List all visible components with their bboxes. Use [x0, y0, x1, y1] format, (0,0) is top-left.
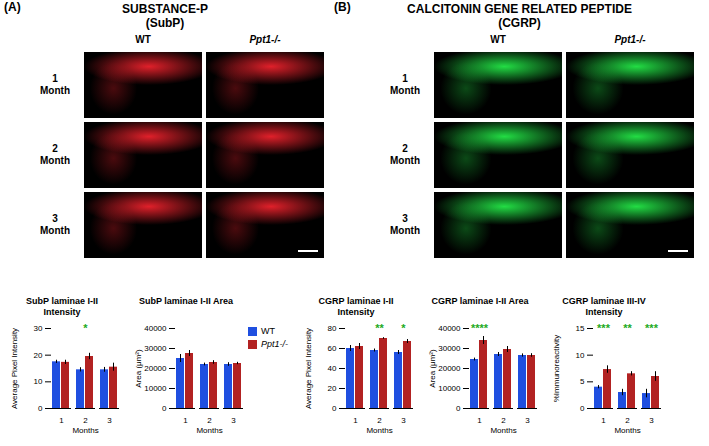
svg-text:0: 0: [456, 404, 461, 413]
svg-text:**: **: [623, 322, 632, 334]
html-text:Ppt1-/-: Ppt1-/-: [261, 339, 288, 349]
html-text:SubP laminae I-II Intensity: SubP laminae I-II Intensity: [26, 296, 98, 317]
html-text:Month: Month: [390, 225, 420, 236]
svg-text:10: 10: [34, 377, 43, 386]
html-text:Month: Month: [40, 225, 70, 236]
svg-text:30000: 30000: [144, 344, 167, 353]
svg-text:Months: Months: [72, 426, 98, 435]
svg-text:**: **: [375, 322, 384, 334]
html-text:Month: Month: [390, 155, 420, 166]
svg-text:3: 3: [525, 416, 530, 425]
html-text:1: 1: [402, 73, 408, 84]
svg-text:20: 20: [328, 384, 337, 393]
svg-text:20: 20: [34, 351, 43, 360]
html-text:WT: WT: [135, 34, 151, 45]
html-text:(A): (A): [4, 0, 21, 14]
svg-text:40000: 40000: [438, 324, 461, 333]
html-text:(B): (B): [334, 0, 351, 14]
svg-text:1: 1: [183, 416, 188, 425]
html-text:Month: Month: [40, 155, 70, 166]
html-text:2: 2: [402, 143, 408, 154]
svg-text:1: 1: [353, 416, 358, 425]
svg-text:30000: 30000: [438, 344, 461, 353]
svg-text:10000: 10000: [438, 384, 461, 393]
svg-text:1: 1: [601, 416, 606, 425]
svg-text:20000: 20000: [438, 364, 461, 373]
html-text:SUBSTANCE-P: SUBSTANCE-P: [122, 2, 208, 16]
html-text:CGRP laminae III-IV Intensity: CGRP laminae III-IV Intensity: [562, 296, 646, 317]
svg-text:2: 2: [625, 416, 630, 425]
html-text:WT: WT: [261, 326, 275, 336]
html-text:3: 3: [52, 213, 58, 224]
svg-text:Months: Months: [196, 426, 222, 435]
svg-text:2: 2: [377, 416, 382, 425]
html-text:Ppt1-/-: Ppt1-/-: [614, 34, 646, 45]
svg-text:%Immunoreactivity: %Immunoreactivity: [552, 335, 561, 403]
svg-text:2: 2: [501, 416, 506, 425]
svg-text:0: 0: [38, 404, 43, 413]
svg-text:2: 2: [83, 416, 88, 425]
svg-text:Months: Months: [366, 426, 392, 435]
svg-text:1: 1: [477, 416, 482, 425]
svg-text:***: ***: [597, 322, 611, 334]
svg-text:60: 60: [328, 344, 337, 353]
svg-text:3: 3: [649, 416, 654, 425]
html-text:(SubP): (SubP): [145, 16, 185, 30]
svg-text:0: 0: [580, 404, 585, 413]
svg-text:****: ****: [471, 322, 489, 334]
svg-text:Average Pixel Intensity: Average Pixel Intensity: [304, 328, 313, 409]
svg-text:*: *: [401, 322, 406, 334]
svg-text:10000: 10000: [144, 384, 167, 393]
svg-text:0: 0: [162, 404, 167, 413]
html-text:CGRP laminae I-II Intensity: CGRP laminae I-II Intensity: [318, 296, 394, 317]
html-text:Ppt1-/-: Ppt1-/-: [249, 34, 281, 45]
svg-text:Months: Months: [490, 426, 516, 435]
svg-text:Area (μm²): Area (μm²): [134, 349, 143, 388]
svg-text:***: ***: [645, 322, 659, 334]
html-text:WT: WT: [490, 34, 506, 45]
svg-text:3: 3: [401, 416, 406, 425]
svg-text:10: 10: [576, 351, 585, 360]
svg-text:3: 3: [107, 416, 112, 425]
html-text:Month: Month: [40, 85, 70, 96]
svg-text:2: 2: [207, 416, 212, 425]
svg-text:Average Pixel Intensity: Average Pixel Intensity: [10, 328, 19, 409]
svg-text:40: 40: [328, 364, 337, 373]
html-text:Month: Month: [390, 85, 420, 96]
svg-text:3: 3: [231, 416, 236, 425]
svg-text:30: 30: [34, 324, 43, 333]
html-text:2: 2: [52, 143, 58, 154]
html-text:CGRP laminae I-II Area: CGRP laminae I-II Area: [431, 296, 529, 306]
svg-text:Area (μm²): Area (μm²): [428, 349, 437, 388]
svg-text:*: *: [83, 322, 88, 334]
html-text:1: 1: [52, 73, 58, 84]
html-text:(CGRP): (CGRP): [498, 16, 541, 30]
svg-text:0: 0: [332, 404, 337, 413]
svg-text:80: 80: [328, 324, 337, 333]
html-text:SubP laminae I-II Area: SubP laminae I-II Area: [139, 296, 233, 306]
svg-text:Months: Months: [614, 426, 640, 435]
svg-text:15: 15: [576, 324, 585, 333]
html-text:CALCITONIN GENE RELATED PEPTID: CALCITONIN GENE RELATED PEPTIDE: [407, 2, 632, 16]
svg-text:1: 1: [59, 416, 64, 425]
svg-text:20000: 20000: [144, 364, 167, 373]
svg-text:40000: 40000: [144, 324, 167, 333]
svg-text:5: 5: [580, 377, 585, 386]
html-text:3: 3: [402, 213, 408, 224]
